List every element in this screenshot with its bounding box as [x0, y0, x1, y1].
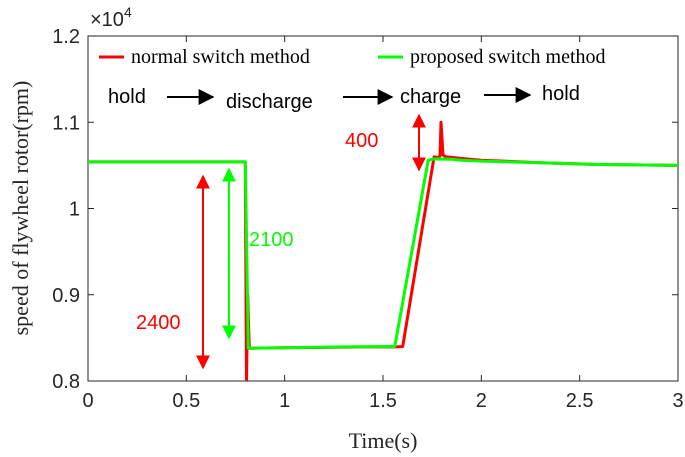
legend-label-proposed: proposed switch method	[410, 46, 606, 68]
y-axis-title: speed of flywheel rotor(rpm)	[8, 81, 33, 336]
annotation-label-400: 400	[345, 130, 378, 152]
y-tick-label: 0.9	[52, 285, 80, 307]
annotations: 2400 2100 400	[136, 113, 426, 370]
x-tick-label: 1.5	[369, 390, 397, 412]
phase-label-discharge: discharge	[226, 91, 313, 113]
x-tick-label: 2	[476, 390, 487, 412]
series-line-proposed-switch	[88, 157, 678, 350]
y-axis-exponent: ×104	[90, 4, 132, 31]
annotation-label-2400: 2400	[136, 312, 181, 334]
phase-label-charge: charge	[400, 86, 461, 108]
y-axis-ticks: 0.8 0.9 1 1.1 1.2	[52, 26, 678, 393]
x-tick-label: 1	[279, 390, 290, 412]
x-axis-title: Time(s)	[349, 428, 418, 453]
phase-label-hold-end: hold	[542, 83, 580, 105]
annotation-label-2100: 2100	[249, 229, 294, 251]
legend: normal switch method proposed switch met…	[99, 46, 606, 68]
y-tick-label: 1	[69, 199, 80, 221]
x-tick-label: 3	[672, 390, 683, 412]
y-tick-label: 1.2	[52, 26, 80, 48]
x-axis-ticks: 0 0.5 1 1.5 2 2.5 3	[82, 36, 684, 412]
y-tick-label: 0.8	[52, 371, 80, 393]
x-tick-label: 0	[82, 390, 93, 412]
y-tick-label: 1.1	[52, 112, 80, 134]
phase-sequence: hold discharge charge hold	[108, 83, 580, 113]
x-tick-label: 2.5	[566, 390, 594, 412]
phase-label-hold-start: hold	[108, 86, 146, 108]
legend-label-normal: normal switch method	[131, 46, 310, 68]
x-tick-label: 0.5	[172, 390, 200, 412]
